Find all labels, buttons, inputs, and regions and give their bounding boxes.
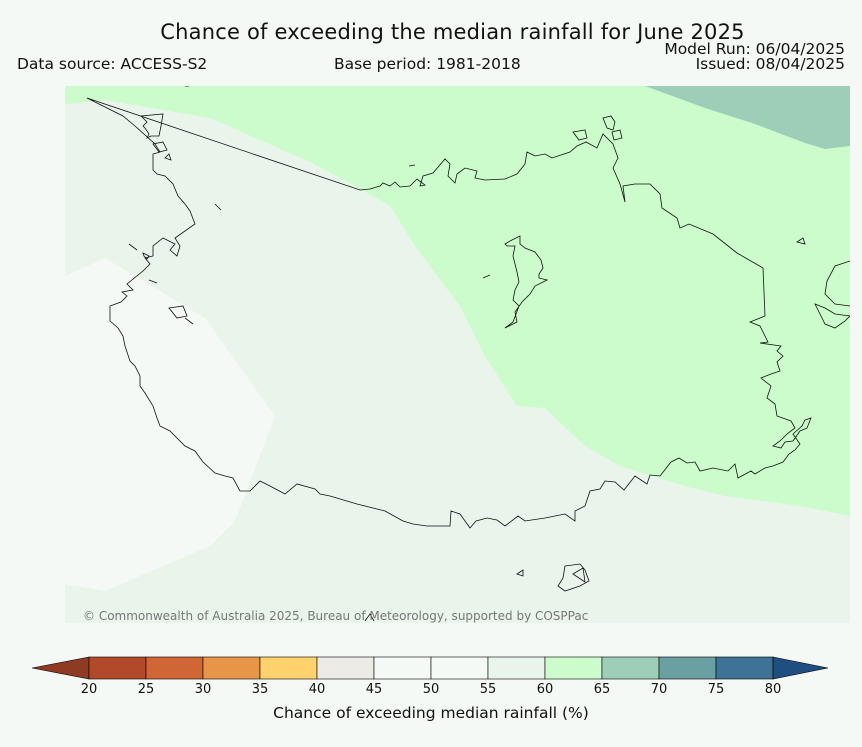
- colorbar-bin: [259, 656, 318, 680]
- data-source-label: Data source: ACCESS-S2: [17, 55, 208, 73]
- islet-c: [164, 153, 172, 161]
- islet-a: [140, 113, 164, 139]
- colorbar-bin: [715, 656, 774, 680]
- colorbar-bin: [145, 656, 204, 680]
- islet-f: [602, 115, 616, 131]
- island-main-outline: [86, 97, 812, 529]
- islet-west-a: [184, 317, 194, 325]
- rainfall-map: [65, 86, 850, 623]
- colorbar-over-arrow: [772, 656, 829, 680]
- region-45-50: [65, 258, 275, 591]
- colorbar-tick-label: 30: [194, 682, 212, 697]
- islet-west-d: [148, 279, 158, 284]
- model-run-label: Model Run: 06/04/2025: [664, 40, 845, 58]
- issued-label: Issued: 08/04/2025: [695, 55, 845, 73]
- islet-west-e: [214, 203, 222, 211]
- copyright-credit: © Commonwealth of Australia 2025, Bureau…: [83, 609, 589, 623]
- islet-b: [152, 141, 168, 153]
- colorbar-tick-label: 45: [365, 682, 383, 697]
- inner-outline: [504, 235, 549, 329]
- colorbar-tick-label: 25: [137, 682, 155, 697]
- region-60-65: [65, 86, 850, 516]
- islet-west-c: [142, 252, 150, 260]
- colorbar-bin: [202, 656, 261, 680]
- colorbar-tick-label: 70: [650, 682, 668, 697]
- colorbar-bin: [316, 656, 375, 680]
- colorbar-tick-label: 65: [593, 682, 611, 697]
- region-65-70: [645, 86, 850, 149]
- colorbar-bin: [658, 656, 717, 680]
- colorbar-bin: [88, 656, 147, 680]
- islet-e: [572, 129, 588, 141]
- islet-south-a: [557, 563, 590, 592]
- colorbar-label: Chance of exceeding median rainfall (%): [273, 704, 589, 722]
- colorbar-tick-label: 20: [80, 682, 98, 697]
- colorbar-tick-label: 60: [536, 682, 554, 697]
- map-title: Chance of exceeding the median rainfall …: [160, 20, 745, 44]
- islet-east: [814, 303, 850, 329]
- colorbar-tick-label: 50: [422, 682, 440, 697]
- colorbar-under-arrow: [31, 656, 90, 680]
- colorbar-tick-label: 55: [479, 682, 497, 697]
- islet-mid-b: [482, 274, 491, 279]
- colorbar-tick-label: 75: [707, 682, 725, 697]
- colorbar-bin: [487, 656, 546, 680]
- colorbar-tick-label: 35: [251, 682, 269, 697]
- colorbar: [31, 656, 829, 680]
- coast-east: [824, 260, 850, 307]
- colorbar-bin: [601, 656, 660, 680]
- islet-h: [796, 237, 806, 245]
- islet-d: [168, 305, 188, 319]
- colorbar-tick-label: 80: [764, 682, 782, 697]
- colorbar-tick-label: 40: [308, 682, 326, 697]
- islet-south-c: [572, 567, 586, 583]
- colorbar-bin: [544, 656, 603, 680]
- colorbar-bin: [373, 656, 432, 680]
- coastline: [86, 86, 850, 622]
- colorbar-bin: [430, 656, 489, 680]
- base-period-label: Base period: 1981-2018: [334, 55, 521, 73]
- islet-mid-a: [408, 164, 416, 167]
- islet-west-b: [128, 243, 138, 251]
- colorbar-ticks: 20 25 30 35 40 45 50 55 60 65 70 75 80: [0, 682, 862, 698]
- islet-south-d: [364, 613, 375, 622]
- islet-south-b: [516, 569, 524, 577]
- islet-g: [611, 129, 623, 141]
